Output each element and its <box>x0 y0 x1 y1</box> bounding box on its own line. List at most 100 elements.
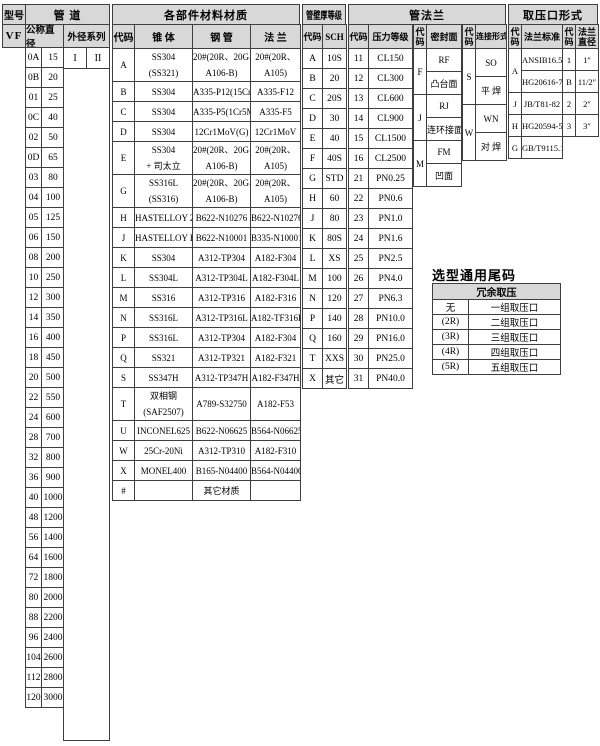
dn-value-cell: 350 <box>41 307 65 328</box>
material-pipe-cell: B622-N10001 <box>192 227 251 248</box>
dn-code-cell: 20 <box>25 367 42 388</box>
material-flange-cell: A182-F304 <box>250 247 301 268</box>
materials-code-header: 代码 <box>112 24 135 49</box>
dn-value-cell: 2200 <box>41 607 65 628</box>
material-pipe-cell: A312-TP316 <box>192 287 251 308</box>
material-code-cell: H <box>112 207 135 228</box>
conn-code-cell: W <box>462 104 476 161</box>
tap-dia-code-cell: B <box>562 70 576 93</box>
tap-dia-code-cell: 3 <box>562 114 576 137</box>
material-row: C SS304 A335-P5(1Cr5Mo) A335-F5 <box>112 101 301 122</box>
material-row: B SS304 A335-P12(15CrMo) A335-F12 <box>112 81 301 102</box>
dn-code-cell: 40 <box>25 487 42 508</box>
dn-value-cell: 100 <box>41 187 65 208</box>
materials-header-row: 代码 锥 体 钢 管 法 兰 <box>112 24 301 49</box>
material-pipe-cell: A335-P12(15CrMo) <box>192 81 251 102</box>
material-code-cell: Q <box>112 347 135 368</box>
material-cone-cell: SS304 <box>134 81 193 102</box>
dn-value-cell: 65 <box>41 147 65 168</box>
dn-code-cell: 10 <box>25 267 42 288</box>
dn-code-cell: 88 <box>25 607 42 628</box>
tap-form-table: 代码 法兰标准 代码 法兰直径 A ANSIB16.5 1 1″ HG20616… <box>508 24 599 159</box>
material-cone-cell: 双相钢 (SAF2507) <box>134 387 193 421</box>
material-cone-cell: MONEL400 <box>134 460 193 481</box>
material-row: D SS304 12Cr1MoV(G) 12Cr1MoV <box>112 121 301 142</box>
material-row: W 25Cr-20Ni A312-TP310 A182-F310 <box>112 440 301 461</box>
dn-row: 05 125 <box>25 207 65 228</box>
dn-row: 0D 65 <box>25 147 65 168</box>
material-row: J HASTELLOY B B622-N10001 B335-N10001 <box>112 227 301 248</box>
seal-face-cell: 凸台面 <box>426 71 462 95</box>
dn-code-cell: 22 <box>25 387 42 408</box>
tap-standard-cell: ANSIB16.5 <box>521 48 563 71</box>
dn-row: 88 2200 <box>25 607 65 628</box>
pressure-value-cell: PN4.0 <box>368 268 413 289</box>
od-series-row: I II <box>64 48 109 69</box>
dn-code-cell: 112 <box>25 667 42 688</box>
tail-code-cell: (4R) <box>432 344 469 360</box>
sch-code-cell: P <box>302 308 323 329</box>
sch-value-cell: STD <box>322 168 347 189</box>
seal-face-cell: FM <box>426 140 462 164</box>
tap-row: A ANSIB16.5 1 1″ <box>508 48 599 93</box>
sch-value-cell: 100 <box>322 268 347 289</box>
material-code-cell: S <box>112 367 135 388</box>
dn-row: 48 1200 <box>25 507 65 528</box>
material-cone-cell: HASTELLOY 276 <box>134 207 193 228</box>
materials-flange-header: 法 兰 <box>250 24 301 49</box>
conn-row: W WN <box>462 104 507 161</box>
pressure-code-cell: 29 <box>348 328 369 349</box>
pressure-value-cell: PN2.5 <box>368 248 413 269</box>
sch-code-cell: D <box>302 108 323 129</box>
pressure-row: 12 CL300 <box>348 68 413 89</box>
pressure-value-cell: PN1.6 <box>368 228 413 249</box>
sch-row: G STD <box>302 168 347 189</box>
tail-label-cell: 四组取压口 <box>468 344 561 360</box>
dn-value-cell: 400 <box>41 327 65 348</box>
materials-table: 代码 锥 体 钢 管 法 兰 A SS304 (SS321) 20#(20R、20… <box>112 24 301 501</box>
dn-code-cell: 0D <box>25 147 42 168</box>
dn-value-cell: 40 <box>41 107 65 128</box>
dn-value-cell: 20 <box>41 67 65 88</box>
material-code-cell: K <box>112 247 135 268</box>
dn-code-cell: 48 <box>25 507 42 528</box>
pressure-value-cell: CL300 <box>368 68 413 89</box>
pressure-row: 31 PN40.0 <box>348 368 413 389</box>
pressure-value-cell: CL150 <box>368 48 413 69</box>
dn-column-header: 公称直径 <box>25 24 64 50</box>
dn-value-cell: 15 <box>41 47 65 68</box>
pressure-code-cell: 12 <box>348 68 369 89</box>
sch-row: N 120 <box>302 288 347 309</box>
dn-code-cell: 18 <box>25 347 42 368</box>
sch-code-cell: N <box>302 288 323 309</box>
pressure-code-header: 代码 <box>348 24 369 49</box>
dn-code-cell: 36 <box>25 467 42 488</box>
model-code-cell: VF <box>2 24 26 48</box>
material-code-cell: U <box>112 420 135 441</box>
material-row: E SS304+ 司太立 20#(20R、20G、A106-B) 20#(20R… <box>112 141 301 175</box>
material-row: P SS316L A312-TP304 A182-F304 <box>112 327 301 348</box>
material-code-cell: C <box>112 101 135 122</box>
dn-code-cell: 08 <box>25 247 42 268</box>
dn-row: 12 300 <box>25 287 65 308</box>
pressure-value-cell: PN6.3 <box>368 288 413 309</box>
conn-form-cell: 对 焊 <box>475 132 507 161</box>
dn-row: 20 500 <box>25 367 65 388</box>
material-pipe-cell: A312-TP321 <box>192 347 251 368</box>
material-code-cell: L <box>112 267 135 288</box>
pressure-value-cell: PN10.0 <box>368 308 413 329</box>
pressure-code-cell: 30 <box>348 348 369 369</box>
pressure-value-cell: CL1500 <box>368 128 413 149</box>
seal-face-header: 密封面 <box>426 24 462 49</box>
tail-header-cell: 冗余取压 <box>432 283 561 300</box>
material-cone-cell: SS304 + 司太立 <box>134 141 193 175</box>
tap-header-row: 代码 法兰标准 代码 法兰直径 <box>508 24 599 49</box>
dn-row: 04 100 <box>25 187 65 208</box>
tail-code-cell: (2R) <box>432 314 469 330</box>
tap-row: J JB/T81-82 2 2″ <box>508 92 599 115</box>
material-pipe-cell: A312-TP304L <box>192 267 251 288</box>
pressure-value-cell: CL2500 <box>368 148 413 169</box>
dn-value-cell: 50 <box>41 127 65 148</box>
dn-code-cell: 28 <box>25 427 42 448</box>
sch-value-header: SCH <box>322 24 347 49</box>
